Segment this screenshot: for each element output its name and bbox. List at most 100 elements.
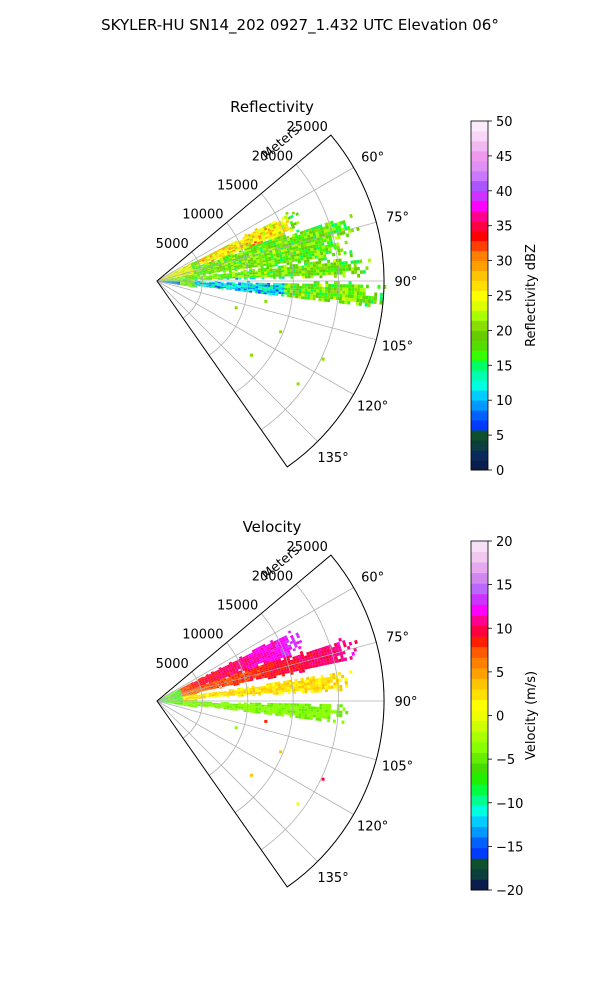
radar-echo	[296, 802, 300, 806]
radar-cell	[220, 691, 224, 694]
radar-cell	[172, 693, 176, 695]
radar-cell	[162, 697, 165, 699]
radar-cell	[337, 645, 342, 649]
radar-cell	[192, 687, 196, 689]
radar-cell	[246, 658, 250, 661]
colorbar-tick-label: 30	[496, 255, 513, 270]
radar-echo	[279, 750, 283, 754]
radar-cell	[264, 245, 268, 248]
radar-cell	[267, 235, 271, 239]
radar-cell	[342, 290, 346, 295]
radar-cell	[218, 674, 222, 678]
radar-cell	[174, 698, 177, 700]
radar-cell	[196, 273, 200, 275]
radar-cell	[162, 279, 166, 281]
radar-cell	[223, 273, 227, 276]
radar-cell	[187, 270, 191, 273]
radar-cell	[196, 690, 200, 692]
radar-cell	[255, 286, 259, 289]
radar-cell	[179, 284, 183, 286]
radar-cell	[171, 282, 175, 283]
radar-cell	[172, 692, 176, 694]
radar-cell	[223, 679, 227, 682]
radar-cell	[197, 705, 201, 707]
radar-cell	[254, 654, 258, 658]
range-ring	[182, 671, 203, 739]
radar-cell	[211, 285, 215, 288]
radar-cell	[185, 703, 189, 704]
radar-cell	[272, 287, 276, 290]
radar-cell	[259, 240, 264, 244]
radar-cell	[234, 709, 238, 711]
radar-cell	[185, 264, 188, 267]
radar-cell	[171, 279, 175, 280]
radar-cell	[237, 692, 241, 694]
radar-cell	[162, 701, 166, 703]
radar-cell	[222, 268, 226, 271]
radar-cell	[185, 705, 189, 706]
radar-cell	[318, 686, 322, 690]
radar-cell	[275, 690, 279, 693]
radar-cell	[176, 276, 180, 278]
radar-cell	[341, 720, 345, 724]
radar-cell	[194, 274, 198, 276]
radar-cell	[199, 262, 203, 265]
radar-cell	[342, 287, 346, 291]
radar-cell	[205, 681, 209, 684]
radar-cell	[243, 270, 247, 272]
radar-cell	[168, 282, 172, 284]
radar-cell	[197, 283, 201, 285]
radar-cell	[207, 268, 211, 271]
radar-cell	[185, 285, 189, 287]
radar-cell	[207, 688, 211, 691]
radar-cell	[243, 290, 247, 292]
radar-cell	[216, 266, 220, 269]
radar-cell	[176, 697, 180, 699]
radar-cell	[292, 648, 297, 652]
radar-cell	[297, 258, 301, 262]
radar-cell	[248, 655, 252, 659]
radar-cell	[269, 710, 273, 714]
radar-cell	[295, 632, 299, 636]
radar-cell	[350, 294, 354, 299]
colorbar-swatch	[471, 240, 488, 252]
radar-cell	[180, 687, 183, 690]
radar-cell	[225, 267, 229, 269]
radar-cell	[240, 289, 244, 292]
radar-cell	[339, 284, 343, 288]
radar-cell	[206, 263, 210, 265]
radar-cell	[172, 691, 175, 694]
radar-cell	[205, 673, 209, 676]
radar-cell	[194, 704, 198, 706]
colorbar-swatch	[471, 360, 488, 371]
radar-cell	[301, 683, 305, 686]
radar-cell	[244, 654, 249, 658]
radar-cell	[223, 706, 227, 709]
radar-cell	[171, 699, 175, 700]
azimuth-tick-label: 75°	[386, 631, 409, 646]
radar-cell	[229, 275, 233, 278]
radar-cell	[204, 265, 208, 268]
radar-cell	[261, 275, 265, 278]
radar-cell	[328, 247, 332, 251]
radar-cell	[261, 664, 265, 667]
radar-cell	[191, 265, 195, 268]
radar-cell	[272, 653, 277, 657]
radar-cell	[232, 250, 236, 254]
colorbar-swatch	[471, 720, 488, 732]
radar-cell	[295, 266, 299, 269]
radar-cell	[187, 263, 191, 266]
radar-cell	[232, 692, 235, 695]
radar-cell	[191, 704, 195, 705]
radar-cell	[272, 242, 277, 246]
radar-cell	[310, 227, 315, 231]
radar-cell	[350, 298, 354, 302]
radar-cell	[210, 671, 214, 674]
radar-cell	[303, 232, 307, 236]
radar-cell	[191, 698, 195, 700]
radar-cell	[268, 246, 272, 249]
radar-cell	[222, 677, 226, 680]
radar-cell	[344, 240, 348, 245]
radar-cell	[344, 226, 348, 231]
